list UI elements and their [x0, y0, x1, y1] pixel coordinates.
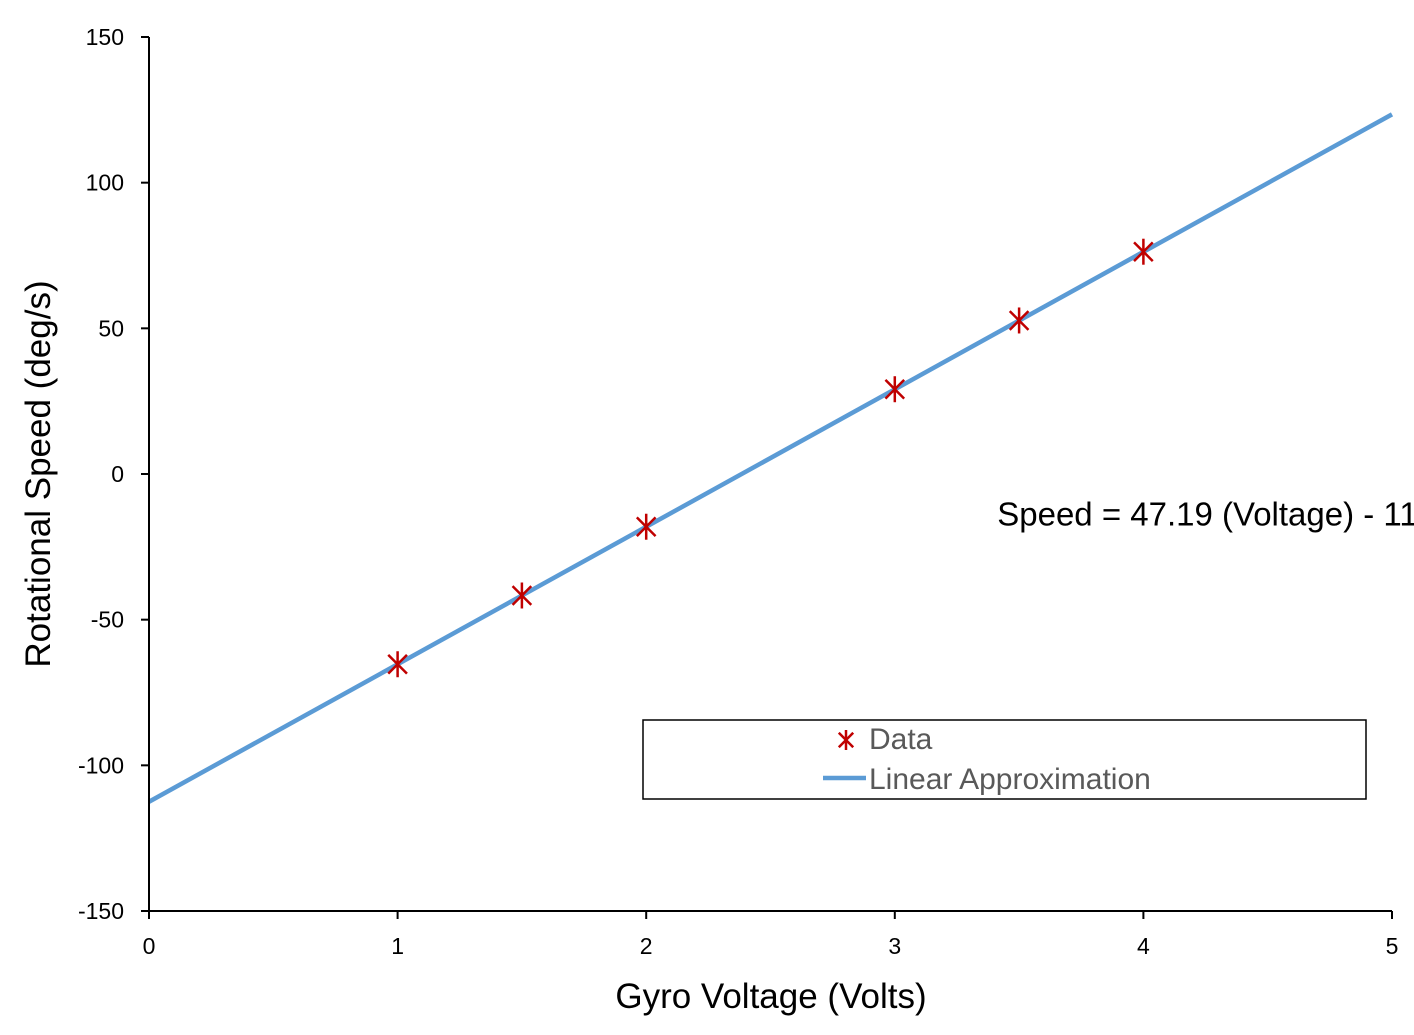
x-tick-label: 1 — [391, 933, 404, 959]
x-tick-label: 5 — [1386, 933, 1399, 959]
y-tick-label: -150 — [78, 898, 124, 924]
x-axis-title: Gyro Voltage (Volts) — [615, 977, 926, 1016]
legend-asterisk — [837, 730, 855, 750]
legend-box — [642, 719, 1367, 800]
data-point — [511, 582, 533, 609]
y-tick-label: 100 — [86, 170, 124, 196]
y-tick-label: 150 — [86, 24, 124, 50]
data-point — [387, 651, 408, 678]
data-point — [1133, 238, 1154, 265]
legend: Data Linear Approximation — [642, 719, 1367, 800]
ticks: -150 -100 -50 0 50 100 150 0 1 2 3 4 5 — [78, 24, 1398, 959]
x-tick-label: 4 — [1137, 933, 1150, 959]
x-tick-label: 3 — [888, 933, 901, 959]
plot-area — [147, 112, 1394, 804]
data-point — [884, 376, 906, 403]
y-tick-label: -100 — [78, 752, 124, 778]
legend-data-label: Data — [869, 723, 933, 756]
y-tick-label: 50 — [98, 315, 124, 341]
x-tick-label: 0 — [143, 933, 156, 959]
y-tick-label: -50 — [91, 607, 124, 633]
legend-line-label: Linear Approximation — [869, 763, 1151, 796]
x-tick-label: 2 — [640, 933, 653, 959]
linear-approximation-line — [147, 112, 1394, 804]
y-axis-title: Rotational Speed (deg/s) — [19, 280, 58, 667]
legend-data-marker-icon — [837, 730, 855, 750]
y-tick-label: 0 — [111, 461, 124, 487]
data-point — [635, 513, 657, 540]
data-point — [1008, 307, 1030, 334]
equation-annotation: Speed = 47.19 (Voltage) - 112.5 — [997, 496, 1414, 533]
